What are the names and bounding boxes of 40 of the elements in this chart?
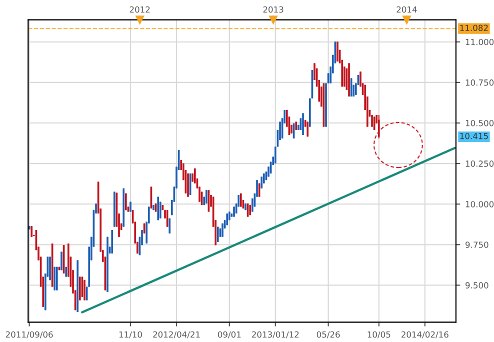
annotation: 10.415 xyxy=(460,132,488,140)
x-tick-label: 2014/02/16 xyxy=(402,331,448,338)
candlestick xyxy=(216,226,219,242)
candlestick xyxy=(350,78,352,98)
candlestick xyxy=(205,190,208,204)
ref-line-label: 11.082 xyxy=(460,24,488,32)
candlestick xyxy=(30,226,33,238)
x-tick-label: 2012/04/21 xyxy=(153,331,200,338)
y-tick-label: 10.500 xyxy=(466,120,494,126)
candlestick xyxy=(208,190,210,212)
y-tick-label: 10.750 xyxy=(466,79,494,86)
y-tick-label: 9.500 xyxy=(466,282,488,288)
x2-tick-label: 2012 xyxy=(130,6,150,13)
candlestick xyxy=(258,182,260,198)
candlestick xyxy=(292,122,295,139)
x-tick-label: 10/05 xyxy=(368,331,390,338)
x-tick-label: 11/10 xyxy=(119,331,142,338)
x2-tick-label: 2013 xyxy=(263,6,284,13)
candlestick xyxy=(166,210,168,228)
candlestick xyxy=(86,286,88,301)
candlestick xyxy=(378,114,380,139)
candlestick xyxy=(81,276,84,298)
y-tick-label: 10.250 xyxy=(466,160,494,167)
x-tick-label: 09/01 xyxy=(218,331,241,338)
x-tick-label: 2011/09/06 xyxy=(6,331,53,338)
x-tick-label: 2013/01/12 xyxy=(252,331,299,338)
candlestick xyxy=(260,176,263,189)
candlestick xyxy=(78,276,81,301)
candlestick xyxy=(274,146,276,164)
y-tick-label: 11.000 xyxy=(466,38,494,46)
y-tick-label: 9.750 xyxy=(466,242,488,248)
y-tick-label: 10.000 xyxy=(466,201,494,208)
x2-tick-label: 2014 xyxy=(396,6,417,13)
candlestick xyxy=(168,218,171,234)
x-tick-label: 05/26 xyxy=(316,331,340,338)
candlestick xyxy=(159,201,162,219)
candlestick xyxy=(373,116,376,131)
candlestick xyxy=(306,121,309,138)
candlestick xyxy=(111,230,114,254)
candlestick xyxy=(150,186,152,210)
